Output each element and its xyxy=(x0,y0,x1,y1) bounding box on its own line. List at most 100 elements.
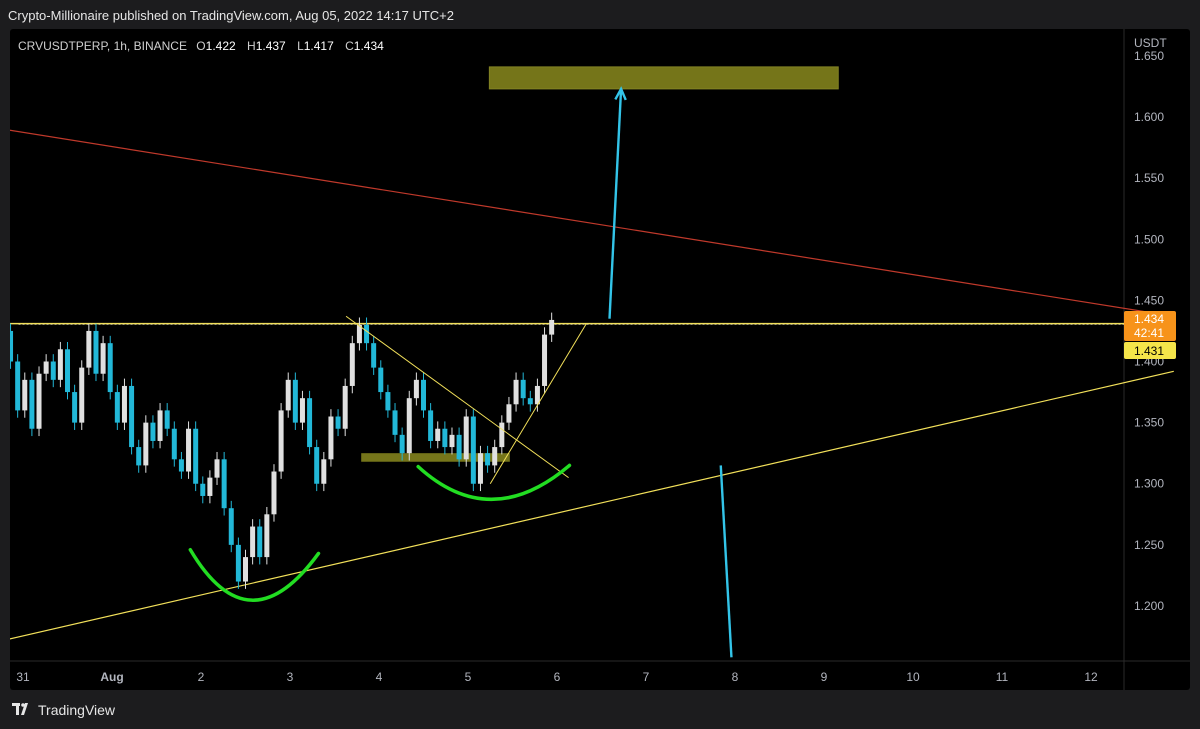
candle-body xyxy=(22,379,28,411)
time-tick-label: 8 xyxy=(732,670,739,684)
target-zone[interactable] xyxy=(488,66,839,90)
candle-body xyxy=(285,379,291,411)
candle xyxy=(157,403,163,449)
candle xyxy=(527,390,533,412)
candle xyxy=(492,439,498,473)
symbol-label: CRVUSDTPERP, 1h, BINANCE xyxy=(18,39,187,53)
candle-body xyxy=(428,410,434,441)
time-tick-label: 6 xyxy=(554,670,561,684)
falling-wedge-line[interactable] xyxy=(345,315,569,479)
candle-body xyxy=(121,385,127,423)
candle xyxy=(328,409,334,467)
candle-body xyxy=(506,404,512,423)
candle-body xyxy=(399,434,405,454)
candle xyxy=(421,372,426,418)
candle xyxy=(29,372,35,437)
descending-resistance-line[interactable] xyxy=(10,127,1174,317)
candle xyxy=(549,312,555,342)
candle-body xyxy=(107,343,113,393)
candle-body xyxy=(278,410,284,472)
chart-panel[interactable]: USDT 1.650 1.600 1.550 1.500 1.450 1.400 1.350… xyxy=(10,29,1190,690)
candle-body xyxy=(10,330,14,362)
candle xyxy=(413,372,419,406)
candle-body xyxy=(200,483,206,496)
open-label: O xyxy=(196,39,206,53)
downside-arrow-shaft xyxy=(719,465,733,658)
support-zone[interactable] xyxy=(361,453,510,462)
price-tick-label: 1.350 xyxy=(1134,416,1164,430)
candle-body xyxy=(492,447,498,466)
time-tick-label: 10 xyxy=(906,670,920,684)
candle-body xyxy=(364,324,370,344)
candle-body xyxy=(143,422,149,466)
candle-body xyxy=(228,508,234,545)
candle-body xyxy=(542,334,548,386)
candle-body xyxy=(378,367,384,393)
candle xyxy=(86,323,92,375)
upside-target-arrow-shaft xyxy=(608,88,623,319)
candle xyxy=(214,451,220,485)
candle-body xyxy=(43,361,49,374)
candle-body xyxy=(50,361,56,380)
candle xyxy=(200,476,206,504)
price-tick-label: 1.600 xyxy=(1134,110,1164,124)
time-tick-label: Aug xyxy=(100,670,123,684)
candle xyxy=(406,390,412,461)
candle-body xyxy=(157,410,163,441)
candle xyxy=(399,427,405,461)
candle xyxy=(371,335,377,375)
candle-body xyxy=(406,398,412,454)
candle-body xyxy=(413,379,419,399)
candle xyxy=(463,409,469,467)
candle-body xyxy=(392,410,398,435)
candle xyxy=(121,378,127,430)
candle-body xyxy=(349,343,355,386)
close-value: 1.434 xyxy=(353,39,384,53)
candle xyxy=(449,427,455,455)
candle xyxy=(235,537,241,589)
candle xyxy=(335,409,341,437)
candle xyxy=(378,360,384,400)
candle xyxy=(485,445,491,473)
high-value: 1.437 xyxy=(255,39,286,53)
candle xyxy=(470,409,476,492)
candle xyxy=(264,506,270,565)
candle xyxy=(243,549,248,589)
candle-body xyxy=(335,416,341,429)
rising-support-line[interactable] xyxy=(10,370,1174,644)
candle xyxy=(456,427,462,467)
open-value: 1.422 xyxy=(205,39,236,53)
second-bottom-arc[interactable] xyxy=(416,463,572,502)
downside-arrow[interactable] xyxy=(719,465,733,658)
candle-body xyxy=(520,379,526,399)
candle-body xyxy=(292,379,298,423)
candle-body xyxy=(114,392,120,423)
upside-target-arrow[interactable] xyxy=(608,86,627,319)
candle xyxy=(477,445,483,492)
candle-body xyxy=(328,416,334,460)
candle-body xyxy=(214,459,220,478)
tradingview-footer[interactable]: TradingView xyxy=(12,702,115,718)
candle-body xyxy=(463,416,469,460)
rising-wedge-line[interactable] xyxy=(489,323,587,485)
candlestick-chart[interactable]: USDT 1.6501.6001.5501.5001.4501.4001.350… xyxy=(10,29,1190,690)
candle-body xyxy=(271,471,277,515)
candle xyxy=(171,421,177,467)
candle xyxy=(392,403,398,443)
candle-body xyxy=(136,447,142,466)
candle xyxy=(534,378,540,412)
neckline-price-value: 1.431 xyxy=(1134,344,1164,358)
candle xyxy=(285,372,291,418)
candle xyxy=(193,421,199,492)
candle-body xyxy=(485,453,491,466)
candle xyxy=(499,415,505,455)
candle xyxy=(299,390,305,430)
price-tick-label: 1.550 xyxy=(1134,171,1164,185)
candle xyxy=(79,360,85,430)
candle-body xyxy=(314,447,320,484)
candle xyxy=(22,372,28,418)
low-label: L xyxy=(297,39,304,53)
first-bottom-arc[interactable] xyxy=(188,548,321,602)
candle xyxy=(520,372,526,406)
candle-body xyxy=(549,319,555,335)
